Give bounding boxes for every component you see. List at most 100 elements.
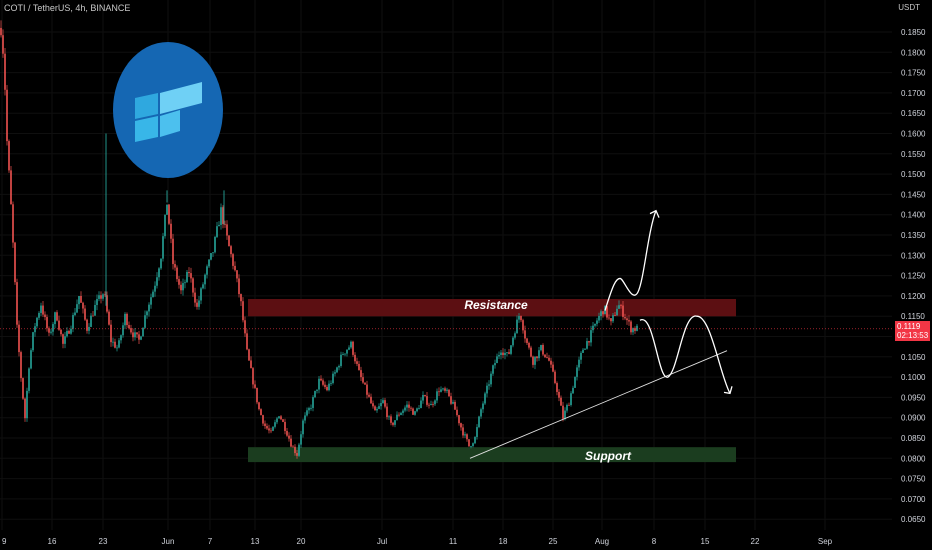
- current-price-value: 0.1119: [897, 322, 921, 331]
- candle-body: [386, 406, 388, 418]
- candle-body: [624, 316, 626, 319]
- current-price-tag: 0.1119 02:13:53: [895, 321, 930, 341]
- candle-body: [196, 302, 198, 307]
- candle-body: [422, 394, 424, 401]
- candle-body: [288, 435, 290, 439]
- candle-body: [576, 367, 578, 377]
- price-tick-label: 0.1300: [901, 251, 926, 260]
- candle-body: [20, 352, 22, 379]
- candle-body: [528, 342, 530, 348]
- candle-body: [550, 360, 552, 365]
- candle-body: [396, 414, 398, 421]
- candle-body: [480, 409, 482, 417]
- candle-body: [96, 298, 98, 306]
- candle-body: [536, 356, 538, 359]
- candle-body: [506, 352, 508, 354]
- candle-body: [306, 410, 308, 416]
- candle-body: [598, 315, 600, 321]
- candle-body: [446, 389, 448, 391]
- candle-body: [522, 320, 524, 331]
- candle-body: [466, 434, 468, 440]
- candle-body: [62, 334, 64, 344]
- candle-body: [38, 312, 40, 318]
- candle-body: [330, 383, 332, 384]
- candle-body: [376, 408, 378, 411]
- candle-body: [98, 295, 100, 299]
- candle-body: [190, 273, 192, 279]
- candle-body: [618, 305, 620, 309]
- candle-body: [630, 321, 632, 333]
- candle-body: [124, 313, 126, 326]
- resistance-label: Resistance: [464, 298, 528, 312]
- candle-body: [154, 285, 156, 292]
- candle-body: [144, 315, 146, 328]
- candle-body: [254, 384, 256, 388]
- candle-body: [112, 341, 114, 343]
- candle-body: [26, 390, 28, 419]
- candle-body: [24, 398, 26, 419]
- candle-body: [592, 325, 594, 331]
- time-tick-label: Jun: [162, 537, 175, 546]
- candle-body: [612, 315, 614, 322]
- candle-body: [106, 295, 108, 312]
- candle-body: [320, 378, 322, 381]
- candle-body: [308, 408, 310, 411]
- candle-body: [90, 315, 92, 327]
- candle-body: [58, 320, 60, 330]
- candle-body: [188, 271, 190, 274]
- candle-body: [384, 400, 386, 407]
- candle-body: [378, 406, 380, 409]
- candle-body: [552, 364, 554, 372]
- candle-body: [258, 402, 260, 410]
- candle-body: [462, 427, 464, 436]
- candle-body: [222, 207, 224, 224]
- candle-body: [508, 352, 510, 354]
- candle-body: [186, 271, 188, 283]
- candle-body: [278, 416, 280, 419]
- candle-body: [402, 410, 404, 413]
- candle-body: [482, 403, 484, 410]
- candle-body: [8, 141, 10, 171]
- bar-countdown: 02:13:53: [897, 331, 929, 340]
- time-tick-label: 15: [701, 537, 710, 546]
- trend-line: [469, 350, 728, 459]
- candle-body: [338, 365, 340, 368]
- candle-body: [636, 325, 638, 331]
- candle-body: [572, 387, 574, 394]
- time-tick-label: 23: [99, 537, 108, 546]
- candle-body: [562, 405, 564, 419]
- candle-body: [392, 422, 394, 425]
- candle-body: [228, 235, 230, 247]
- time-tick-label: 18: [499, 537, 508, 546]
- candle-body: [364, 382, 366, 385]
- candle-body: [514, 333, 516, 338]
- candle-body: [140, 336, 142, 340]
- candle-body: [504, 352, 506, 356]
- candle-body: [318, 378, 320, 390]
- candle-body: [418, 408, 420, 409]
- candle-body: [242, 301, 244, 321]
- candle-body: [398, 414, 400, 416]
- candle-body: [518, 316, 520, 320]
- candle-body: [346, 349, 348, 354]
- support-zone: [248, 447, 736, 463]
- candle-body: [248, 349, 250, 361]
- time-axis[interactable]: 9 16 23 Jun 7 13 20 Jul 11 18 25 Aug 8 15 22 Sep: [2, 537, 833, 546]
- candle-body: [310, 407, 312, 409]
- candle-body: [334, 372, 336, 374]
- candle-body: [210, 253, 212, 260]
- candle-body: [18, 324, 20, 353]
- candle-body: [296, 453, 298, 456]
- candle-body: [250, 360, 252, 369]
- candle-body: [430, 404, 432, 406]
- candle-body: [512, 337, 514, 346]
- candle-body: [66, 330, 68, 337]
- candle-body: [626, 318, 628, 321]
- candle-body: [360, 370, 362, 378]
- candle-body: [294, 446, 296, 454]
- candle-body: [6, 89, 8, 142]
- candle-body: [370, 396, 372, 404]
- candle-body: [520, 316, 522, 321]
- candle-body: [172, 238, 174, 265]
